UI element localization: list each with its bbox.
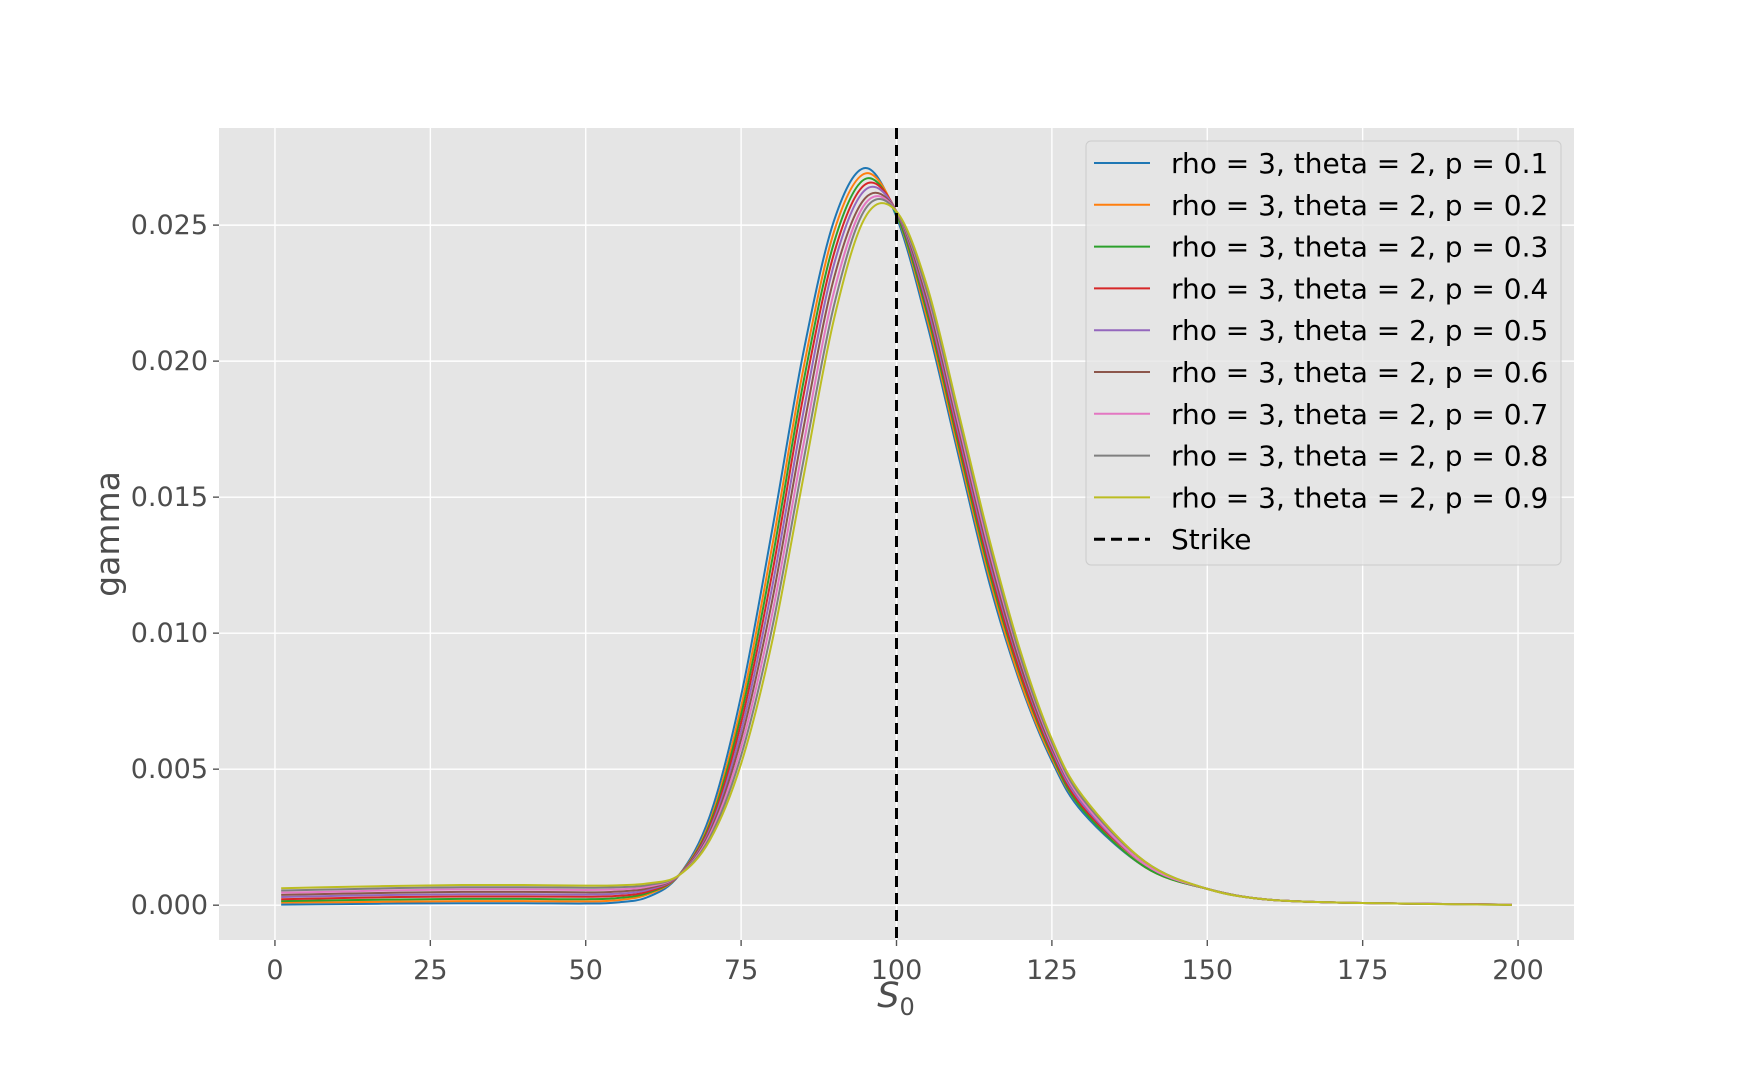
x-tick-label: 150 [1182,955,1234,986]
y-tick-label: 0.025 [131,210,208,241]
legend-items: rho = 3, theta = 2, p = 0.1 rho = 3, thet… [1094,147,1548,556]
legend-label: rho = 3, theta = 2, p = 0.5 [1171,314,1548,347]
x-axis-label-main: S [877,976,899,1016]
x-tick-label: 25 [413,955,447,986]
x-tick-label: 175 [1337,955,1389,986]
x-tick-label: 0 [266,955,283,986]
legend-label: rho = 3, theta = 2, p = 0.4 [1171,272,1548,305]
x-tick-label: 200 [1492,955,1544,986]
legend-label: rho = 3, theta = 2, p = 0.1 [1171,147,1548,180]
y-tick-label: 0.015 [131,482,208,513]
y-tick-label: 0.020 [131,346,208,377]
series-line-9 [281,202,1512,906]
series-line-3 [281,177,1512,906]
y-tick-label: 0.000 [131,890,208,921]
y-tick-label: 0.005 [131,754,208,785]
series-lines [281,166,1512,906]
legend-label: rho = 3, theta = 2, p = 0.3 [1171,231,1548,264]
x-axis-label-subscript: 0 [899,993,914,1021]
series-line-7 [281,195,1512,906]
legend-label: rho = 3, theta = 2, p = 0.6 [1171,356,1548,389]
x-tick-label: 125 [1026,955,1078,986]
legend-label: rho = 3, theta = 2, p = 0.7 [1171,398,1548,431]
legend-label: rho = 3, theta = 2, p = 0.2 [1171,189,1548,222]
legend-label: rho = 3, theta = 2, p = 0.9 [1171,481,1548,514]
legend: rho = 3, theta = 2, p = 0.1 rho = 3, thet… [1085,140,1562,566]
x-axis-label: S0 [877,976,915,1021]
y-tick-labels: 0.000 0.005 0.010 0.015 0.020 0.025 [131,210,208,921]
x-tick-label: 100 [871,955,923,986]
x-tick-labels: 0 25 50 75 100 125 150 175 200 [266,955,1543,986]
y-axis-label: gamma [88,471,127,597]
legend-box [1085,140,1562,566]
legend-label-strike: Strike [1171,523,1252,556]
y-tick-label: 0.010 [131,618,208,649]
legend-label: rho = 3, theta = 2, p = 0.8 [1171,440,1548,473]
x-tick-label: 50 [569,955,603,986]
x-tick-label: 75 [724,955,758,986]
